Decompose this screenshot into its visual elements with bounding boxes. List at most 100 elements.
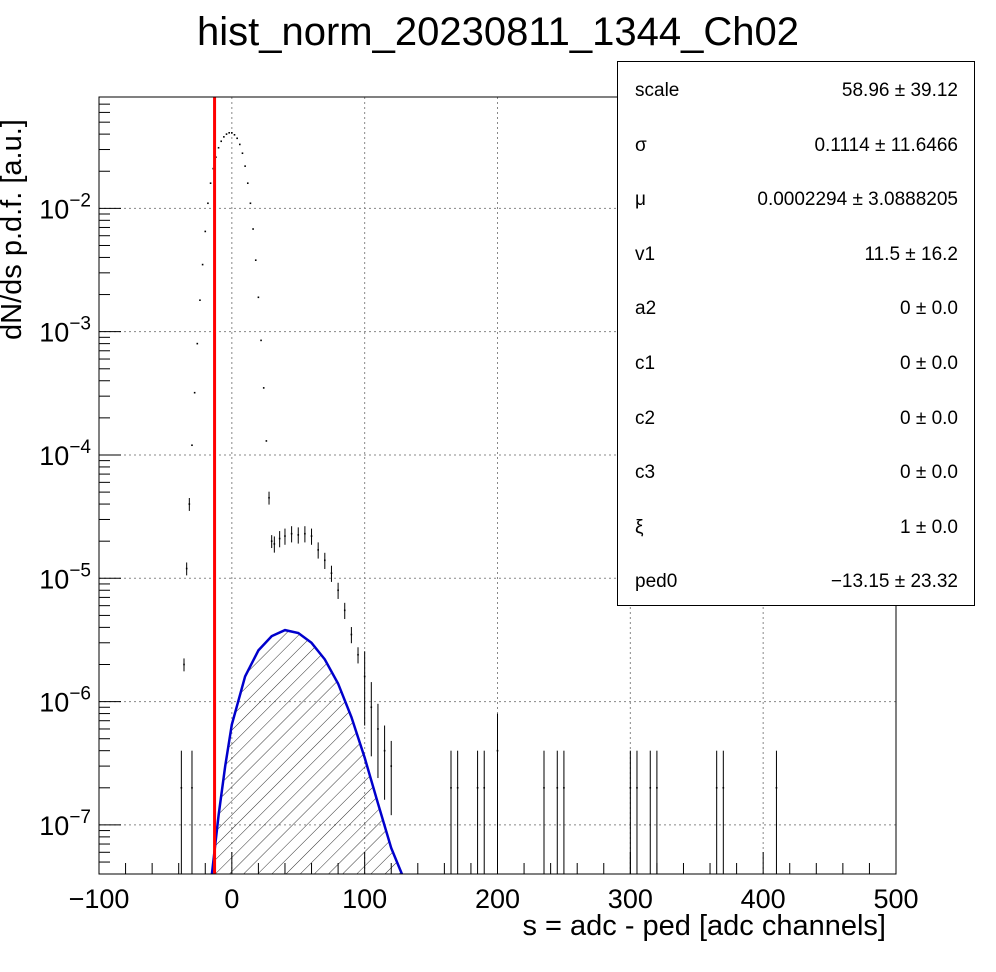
y-tick-exponent: −6 — [69, 684, 91, 705]
stats-param-name: c2 — [635, 407, 656, 429]
histogram-point — [278, 537, 281, 540]
stats-param-name: μ — [635, 189, 646, 211]
stats-row: ped0 −13.15 ± 23.32 — [618, 571, 974, 601]
histogram-point — [199, 299, 201, 301]
y-tick-base: 10 — [39, 194, 69, 224]
stats-param-value: 0.0002294 ± 3.0888205 — [757, 189, 958, 211]
stats-param-name: ξ — [635, 516, 644, 538]
y-tick-exponent: −3 — [69, 314, 91, 335]
histogram-point — [268, 496, 270, 499]
stats-param-value: 0.1114 ± 11.6466 — [814, 134, 958, 156]
histogram-point — [225, 133, 228, 135]
histogram-point — [350, 633, 353, 636]
histogram-point — [456, 787, 459, 789]
histogram-point — [383, 749, 386, 752]
stats-param-name: v1 — [635, 243, 656, 265]
x-tick-label: 100 — [342, 884, 387, 914]
histogram-point — [183, 663, 185, 666]
histogram-point — [193, 391, 196, 394]
x-tick-label: 400 — [741, 884, 786, 914]
histogram-point — [273, 543, 276, 545]
histogram-point — [556, 787, 559, 789]
histogram-point — [254, 259, 257, 261]
x-tick-label: 0 — [224, 884, 239, 914]
histogram-point — [257, 296, 260, 299]
stats-param-name: ped0 — [635, 571, 678, 593]
histogram-point — [244, 165, 246, 167]
histogram-point — [228, 131, 230, 134]
histogram-point — [390, 765, 393, 767]
histogram-point — [209, 182, 212, 184]
fit-curve-line — [210, 628, 404, 874]
histogram-point — [191, 787, 193, 789]
x-tick-label: 500 — [873, 884, 918, 914]
y-tick-exponent: −5 — [69, 560, 91, 581]
x-tick-label: 200 — [475, 884, 520, 914]
stats-row: a2 0 ± 0.0 — [618, 298, 974, 328]
histogram-point — [236, 137, 238, 140]
y-tick-exponent: −7 — [69, 807, 91, 828]
histogram-point — [185, 567, 188, 570]
stats-row: c3 0 ± 0.0 — [618, 462, 974, 492]
histogram-point — [252, 228, 254, 230]
stats-param-value: 1 ± 0.0 — [900, 516, 958, 538]
axis-ticks — [98, 96, 897, 875]
stats-param-name: a2 — [635, 298, 657, 320]
stats-row: ξ 1 ± 0.0 — [618, 517, 974, 547]
histogram-point — [270, 540, 273, 542]
stats-param-name: c3 — [635, 462, 656, 484]
stats-param-value: 0 ± 0.0 — [900, 298, 958, 320]
stats-param-value: −13.15 ± 23.32 — [830, 571, 958, 593]
histogram-point — [297, 534, 300, 536]
stats-param-name: c1 — [635, 353, 656, 374]
stats-row: μ 0.0002294 ± 3.0888205 — [618, 189, 974, 219]
histogram-point — [233, 133, 236, 136]
stats-param-value: 0 ± 0.0 — [900, 407, 958, 429]
y-tick-label: 10−2 — [39, 190, 91, 224]
histogram-point — [249, 202, 252, 205]
histogram-point — [563, 787, 565, 789]
x-tick-label: 300 — [608, 884, 653, 914]
histogram-point — [223, 136, 225, 138]
stats-param-value: 11.5 ± 16.2 — [864, 243, 958, 265]
fit-curve-fill — [211, 630, 402, 874]
histogram-point — [476, 787, 479, 789]
stats-param-name: scale — [635, 80, 680, 101]
y-tick-exponent: −4 — [69, 437, 91, 458]
stats-row: c2 0 ± 0.0 — [618, 408, 974, 438]
histogram-point — [180, 787, 183, 789]
histogram-point — [496, 749, 499, 752]
histogram-point — [290, 532, 293, 535]
stats-row: v1 11.5 ± 16.2 — [618, 244, 974, 274]
fit-stats-box: scale 58.96 ± 39.12 σ 0.1114 ± 11.6466 μ 0.00… — [617, 61, 975, 606]
histogram-point — [377, 728, 379, 730]
histogram-point — [284, 535, 286, 537]
y-tick-base: 10 — [39, 688, 69, 718]
histogram-point — [231, 131, 233, 134]
histogram-point — [363, 675, 366, 678]
y-tick-label: 10−7 — [39, 807, 91, 841]
stats-row: scale 58.96 ± 39.12 — [618, 80, 974, 110]
y-tick-label: 10−5 — [39, 560, 91, 594]
y-tick-label: 10−3 — [39, 314, 91, 348]
histogram-point — [310, 535, 313, 537]
histogram-point — [262, 387, 265, 389]
histogram-point — [239, 143, 241, 146]
histogram-point — [636, 787, 638, 789]
histogram-point — [543, 787, 545, 789]
x-axis-label: s = adc - ped [adc channels] — [522, 910, 886, 942]
y-tick-base: 10 — [39, 441, 69, 471]
histogram-point — [317, 549, 319, 551]
histogram-point — [201, 263, 204, 266]
axis-tick-labels: −100 0 100 200 300 400 50010−710−610−510−410−3… — [39, 190, 918, 914]
histogram-point — [649, 787, 652, 789]
histogram-point — [217, 146, 220, 149]
histogram-point — [207, 202, 209, 205]
stats-param-value: 0 ± 0.0 — [900, 462, 958, 484]
histogram-point — [370, 706, 373, 709]
histogram-point — [715, 787, 718, 789]
y-tick-label: 10−4 — [39, 437, 91, 471]
histogram-point — [483, 787, 486, 789]
stats-row: c1 0 ± 0.0 — [618, 353, 974, 383]
y-tick-base: 10 — [39, 318, 69, 348]
